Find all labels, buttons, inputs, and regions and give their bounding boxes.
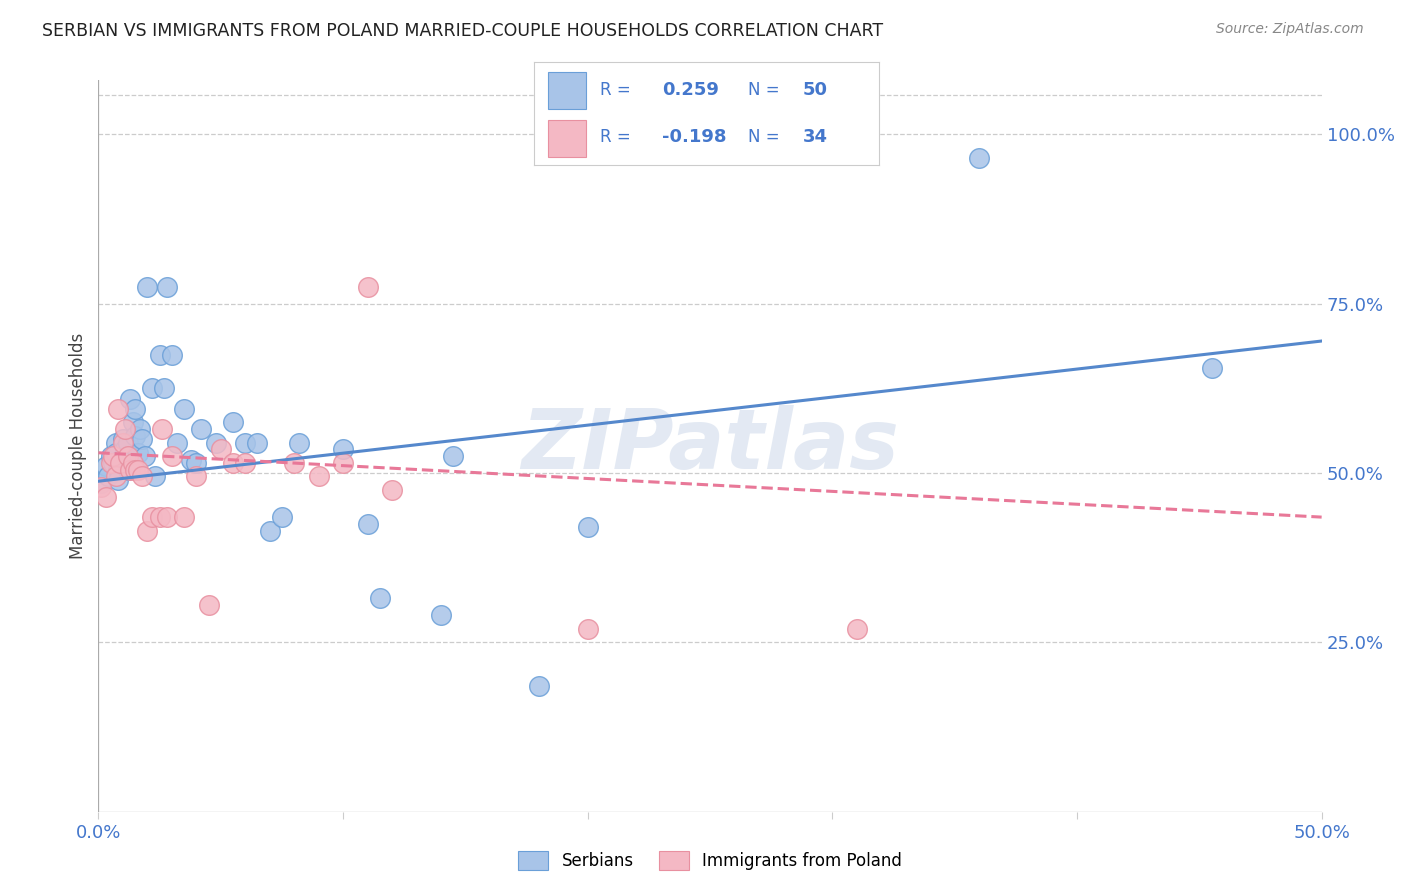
Point bbox=[186, 469, 208, 483]
Point bbox=[90, 480, 112, 494]
Text: R =: R = bbox=[600, 81, 636, 99]
Point bbox=[180, 452, 202, 467]
Point bbox=[110, 456, 132, 470]
Text: N =: N = bbox=[748, 128, 785, 146]
Point bbox=[107, 401, 129, 416]
Point bbox=[356, 280, 378, 294]
Point bbox=[205, 435, 228, 450]
Point bbox=[143, 469, 166, 483]
Point bbox=[111, 432, 134, 446]
Point bbox=[121, 456, 143, 470]
Point bbox=[114, 422, 136, 436]
Point bbox=[430, 608, 453, 623]
Point bbox=[114, 442, 136, 457]
Point bbox=[576, 622, 599, 636]
Point bbox=[368, 591, 391, 606]
Point bbox=[246, 435, 269, 450]
Point bbox=[209, 442, 232, 457]
Point bbox=[845, 622, 868, 636]
Point bbox=[1201, 361, 1223, 376]
Point bbox=[97, 469, 120, 483]
Text: 0.259: 0.259 bbox=[662, 81, 718, 99]
Point bbox=[124, 429, 146, 443]
Text: 50: 50 bbox=[803, 81, 828, 99]
Point bbox=[129, 422, 152, 436]
Text: R =: R = bbox=[600, 128, 636, 146]
Point bbox=[101, 456, 124, 470]
Point bbox=[288, 435, 311, 450]
Point bbox=[131, 432, 153, 446]
Point bbox=[259, 524, 281, 538]
Point bbox=[166, 435, 188, 450]
Point bbox=[156, 510, 179, 524]
Point bbox=[134, 449, 156, 463]
Text: SERBIAN VS IMMIGRANTS FROM POLAND MARRIED-COUPLE HOUSEHOLDS CORRELATION CHART: SERBIAN VS IMMIGRANTS FROM POLAND MARRIE… bbox=[42, 22, 883, 40]
Point bbox=[104, 435, 127, 450]
Point bbox=[270, 510, 294, 524]
Point bbox=[332, 442, 354, 457]
Point bbox=[967, 151, 990, 165]
Point bbox=[576, 520, 599, 534]
Point bbox=[150, 422, 173, 436]
Point bbox=[222, 415, 245, 429]
Bar bbox=[548, 120, 586, 157]
Point bbox=[173, 401, 195, 416]
Point bbox=[233, 456, 256, 470]
Point bbox=[222, 456, 245, 470]
Point bbox=[100, 449, 122, 463]
Point bbox=[117, 435, 139, 450]
Point bbox=[104, 469, 127, 483]
Y-axis label: Married-couple Households: Married-couple Households bbox=[69, 333, 87, 559]
Point bbox=[381, 483, 404, 497]
Point bbox=[120, 392, 142, 406]
Point bbox=[110, 452, 132, 467]
Text: N =: N = bbox=[748, 81, 785, 99]
Point bbox=[141, 510, 163, 524]
Text: 34: 34 bbox=[803, 128, 828, 146]
Point bbox=[124, 463, 146, 477]
Point bbox=[104, 446, 127, 460]
Point bbox=[149, 510, 172, 524]
Point bbox=[131, 469, 153, 483]
Point bbox=[153, 381, 176, 395]
Point bbox=[308, 469, 330, 483]
Point bbox=[100, 456, 122, 470]
Point bbox=[527, 680, 550, 694]
Bar bbox=[548, 71, 586, 109]
Point bbox=[127, 446, 149, 460]
Point bbox=[283, 456, 305, 470]
Point bbox=[356, 516, 378, 531]
Point bbox=[127, 463, 149, 477]
Point bbox=[136, 524, 159, 538]
Point bbox=[186, 456, 208, 470]
Point bbox=[94, 490, 117, 504]
Text: Source: ZipAtlas.com: Source: ZipAtlas.com bbox=[1216, 22, 1364, 37]
Point bbox=[173, 510, 195, 524]
Legend: Serbians, Immigrants from Poland: Serbians, Immigrants from Poland bbox=[512, 844, 908, 877]
Point bbox=[141, 381, 163, 395]
Point bbox=[120, 463, 142, 477]
Point bbox=[117, 449, 139, 463]
Point bbox=[101, 449, 124, 463]
Text: -0.198: -0.198 bbox=[662, 128, 727, 146]
Point bbox=[121, 415, 143, 429]
Point bbox=[107, 473, 129, 487]
Point bbox=[124, 401, 146, 416]
Point bbox=[90, 476, 112, 491]
Point bbox=[156, 280, 179, 294]
Point bbox=[111, 435, 134, 450]
Point bbox=[149, 348, 172, 362]
Text: ZIPatlas: ZIPatlas bbox=[522, 406, 898, 486]
Point bbox=[107, 463, 129, 477]
Point bbox=[94, 459, 117, 474]
Point bbox=[332, 456, 354, 470]
Point bbox=[190, 422, 212, 436]
Point bbox=[117, 463, 139, 477]
Point bbox=[441, 449, 464, 463]
Point bbox=[160, 449, 183, 463]
Point bbox=[136, 280, 159, 294]
Point bbox=[197, 598, 219, 612]
Point bbox=[160, 348, 183, 362]
Point bbox=[233, 435, 256, 450]
